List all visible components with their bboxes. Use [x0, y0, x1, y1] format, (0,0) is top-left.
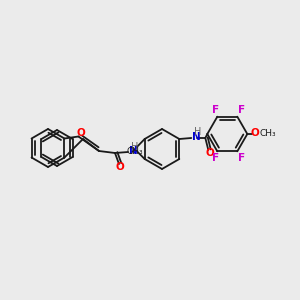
Text: H: H — [131, 142, 139, 152]
Text: F: F — [212, 105, 219, 115]
Text: H: H — [194, 127, 202, 137]
Text: CH₃: CH₃ — [126, 147, 143, 156]
Text: F: F — [212, 153, 219, 163]
Text: O: O — [206, 148, 215, 158]
Text: F: F — [238, 153, 245, 163]
Text: CH₃: CH₃ — [259, 128, 276, 137]
Text: O: O — [250, 128, 259, 138]
Text: F: F — [238, 105, 245, 115]
Text: N: N — [192, 133, 201, 142]
Text: N: N — [129, 146, 138, 157]
Text: O: O — [76, 128, 85, 139]
Text: O: O — [116, 162, 124, 172]
